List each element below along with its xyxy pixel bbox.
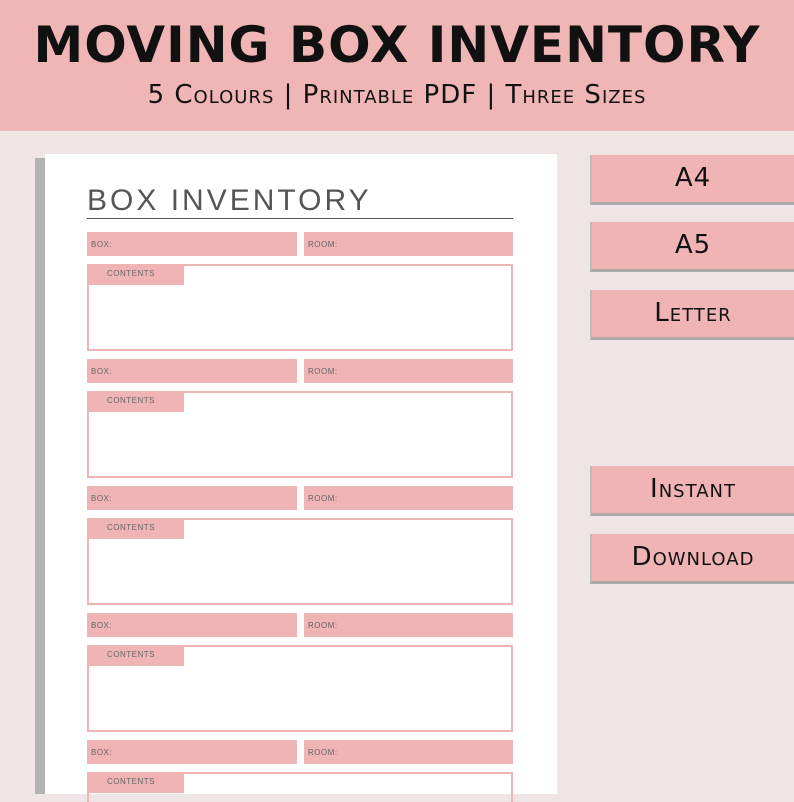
contents-area[interactable]: CONTENTS bbox=[87, 518, 513, 605]
box-field[interactable]: BOX: bbox=[87, 486, 297, 510]
banner-title: MOVING BOX INVENTORY bbox=[33, 16, 761, 74]
contents-label: CONTENTS bbox=[87, 645, 184, 666]
box-field[interactable]: BOX: bbox=[87, 613, 297, 637]
contents-label: CONTENTS bbox=[87, 264, 184, 285]
room-field[interactable]: ROOM: bbox=[304, 232, 513, 256]
title-underline bbox=[87, 218, 513, 219]
box-field[interactable]: BOX: bbox=[87, 359, 297, 383]
box-field[interactable]: BOX: bbox=[87, 740, 297, 764]
inventory-sheet: BOX INVENTORY BOX: ROOM: CONTENTS BOX: ROOM:… bbox=[45, 154, 557, 802]
paper-shadow bbox=[35, 158, 47, 794]
contents-area[interactable]: CONTENTS bbox=[87, 391, 513, 478]
label-a5: A5 bbox=[590, 222, 794, 272]
label-letter: Letter bbox=[590, 290, 794, 340]
box-entry: BOX: ROOM: CONTENTS bbox=[87, 232, 513, 352]
banner-subtitle: 5 Colours | Printable PDF | Three Sizes bbox=[147, 80, 647, 110]
contents-area[interactable]: CONTENTS bbox=[87, 264, 513, 351]
contents-area[interactable]: CONTENTS bbox=[87, 645, 513, 732]
banner: MOVING BOX INVENTORY 5 Colours | Printab… bbox=[0, 0, 794, 131]
label-instant: Instant bbox=[590, 466, 794, 516]
label-a4: A4 bbox=[590, 155, 794, 205]
box-entry: BOX: ROOM: CONTENTS bbox=[87, 613, 513, 733]
room-field[interactable]: ROOM: bbox=[304, 486, 513, 510]
room-field[interactable]: ROOM: bbox=[304, 359, 513, 383]
box-entry: BOX: ROOM: CONTENTS bbox=[87, 359, 513, 479]
box-entry: BOX: ROOM: CONTENTS bbox=[87, 486, 513, 606]
sheet-title: BOX INVENTORY bbox=[87, 184, 372, 217]
room-field[interactable]: ROOM: bbox=[304, 613, 513, 637]
label-download: Download bbox=[590, 534, 794, 584]
box-field[interactable]: BOX: bbox=[87, 232, 297, 256]
box-entry: BOX: ROOM: CONTENTS bbox=[87, 740, 513, 802]
contents-label: CONTENTS bbox=[87, 518, 184, 539]
room-field[interactable]: ROOM: bbox=[304, 740, 513, 764]
contents-label: CONTENTS bbox=[87, 772, 184, 793]
contents-label: CONTENTS bbox=[87, 391, 184, 412]
contents-area[interactable]: CONTENTS bbox=[87, 772, 513, 802]
